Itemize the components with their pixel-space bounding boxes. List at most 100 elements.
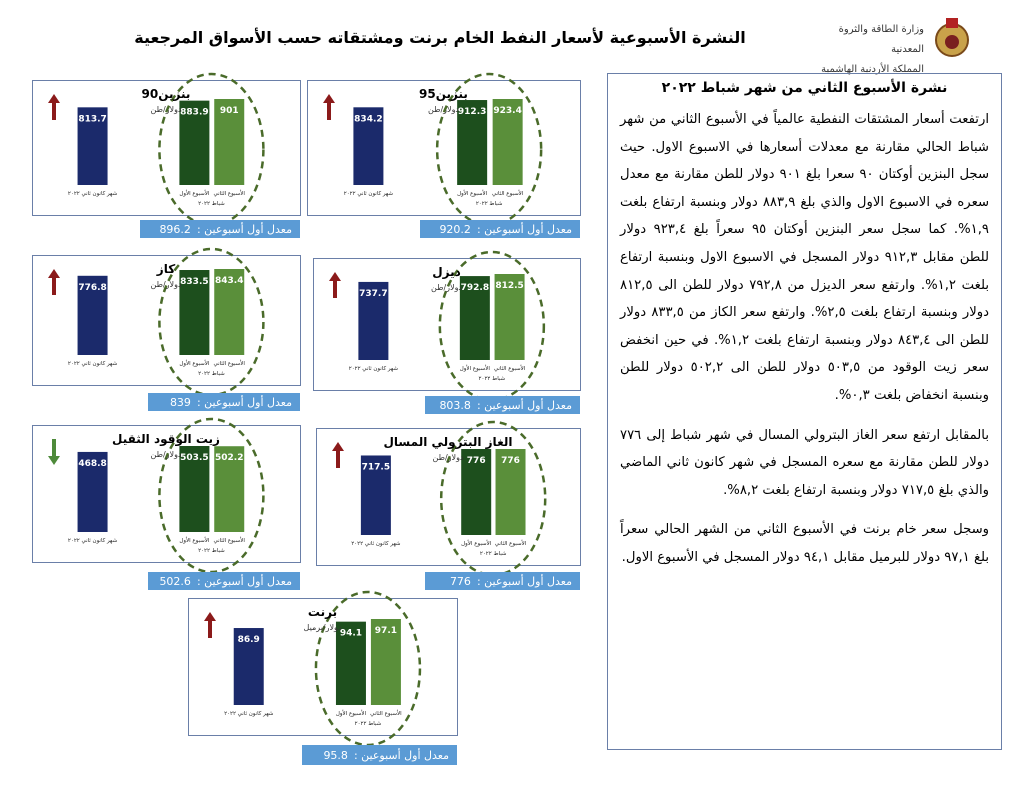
value-label: 94.1 — [340, 629, 362, 639]
average-label: معدل أول أسبوعين : — [196, 574, 292, 588]
category-label: الأسبوع الثاني — [494, 364, 526, 372]
bar — [459, 276, 490, 360]
value-label: 912.3 — [458, 107, 486, 117]
bar — [370, 619, 401, 705]
chart: 86.9 شهر كانون ثاني ٢٠٢٢ 94.1 الأسبوع الأول… — [188, 590, 458, 747]
average-label: معدل أول أسبوعين : — [476, 222, 572, 236]
unit-label: دولار/طن — [150, 450, 181, 459]
chart-frame — [307, 80, 581, 216]
charts: 813.7 شهر كانون ثاني ٢٠٢٢ 883.9 الأسبوع الأ… — [32, 72, 581, 747]
unit-label: دولار/طن — [150, 280, 181, 289]
average-label: معدل أول أسبوعين : — [196, 222, 292, 236]
value-label: 813.7 — [78, 114, 106, 124]
average-box: معدل أول أسبوعين : 920.2 — [420, 220, 580, 238]
category-label: الأسبوع الأول — [179, 359, 210, 367]
chart-title: برنت — [308, 605, 337, 619]
bar — [360, 455, 391, 535]
period-label: شباط ٢٠٢٢ — [480, 551, 507, 557]
average-box: معدل أول أسبوعين : 839 — [148, 393, 300, 411]
chart-frame — [316, 428, 581, 566]
average-box: معدل أول أسبوعين : 776 — [425, 572, 580, 590]
chart: 468.8 شهر كانون ثاني ٢٠٢٢ 503.5 الأسبوع الأ… — [32, 417, 301, 574]
category-label: الأسبوع الثاني — [214, 536, 246, 544]
logo-text: وزارة الطاقة والثروة المعدنية المملكة ال… — [812, 20, 924, 80]
category-label: شهر كانون ثاني ٢٠٢٢ — [224, 710, 274, 717]
chart-title: زيت الوقود الثقيل — [112, 432, 220, 447]
chart: 834.2 شهر كانون ثاني ٢٠٢٢ 912.3 الأسبوع الأ… — [307, 72, 581, 227]
kingdom: المملكة الأردنية الهاشمية — [821, 64, 924, 75]
category-label: الأسبوع الثاني — [370, 709, 402, 717]
ministry: وزارة الطاقة والثروة المعدنية — [838, 24, 924, 55]
period-label: شباط ٢٠٢٢ — [198, 371, 225, 377]
bar — [77, 451, 108, 532]
category-label: شهر كانون ثاني ٢٠٢٢ — [351, 540, 401, 547]
average-value: 95.8 — [323, 748, 348, 762]
value-label: 792.8 — [461, 283, 489, 293]
chart-frame — [313, 258, 581, 391]
average-box: معدل أول أسبوعين : 803.8 — [425, 396, 580, 414]
chart-frame — [32, 80, 301, 216]
value-label: 776 — [467, 456, 486, 466]
chart-title: ديزل — [432, 265, 461, 279]
bar — [214, 99, 245, 185]
average-value: 803.8 — [439, 398, 471, 412]
period-label: شباط ٢٠٢٢ — [479, 376, 506, 382]
trend-arrow-head — [48, 456, 60, 465]
bar — [457, 100, 488, 185]
chart-frame — [32, 425, 301, 563]
average-value: 502.6 — [159, 574, 191, 588]
category-label: شهر كانون ثاني ٢٠٢٢ — [68, 190, 118, 197]
category-label: شهر كانون ثاني ٢٠٢٢ — [344, 190, 394, 197]
period-label: شباط ٢٠٢٢ — [198, 201, 225, 207]
period-label: شباط ٢٠٢٢ — [476, 201, 503, 207]
value-label: 843.4 — [215, 276, 243, 286]
bar — [214, 446, 245, 532]
average-label: معدل أول أسبوعين : — [476, 574, 572, 588]
trend-arrow-head — [329, 272, 341, 281]
bar — [461, 449, 492, 535]
chart-title: الغاز البترولي المسال — [384, 435, 513, 450]
value-label: 776.8 — [78, 283, 106, 293]
emblem — [935, 18, 969, 57]
trend-arrow-head — [323, 94, 335, 103]
paragraph: وسجل سعر خام برنت في الأسبوع الثاني من ا… — [620, 522, 989, 565]
bar — [214, 269, 245, 355]
period-label: شباط ٢٠٢٢ — [198, 548, 225, 554]
bar — [495, 449, 526, 535]
chart-title: بنزين90 — [142, 87, 191, 101]
value-label: 502.2 — [215, 453, 243, 463]
average-box: معدل أول أسبوعين : 896.2 — [140, 220, 300, 238]
period-label: شباط ٢٠٢٢ — [355, 721, 382, 727]
unit-label: دولار/طن — [150, 105, 181, 114]
chart: 776.8 شهر كانون ثاني ٢٠٢٢ 833.5 الأسبوع الأ… — [32, 247, 301, 397]
average-label: معدل أول أسبوعين : — [353, 748, 449, 762]
bar — [179, 446, 210, 532]
category-label: شهر كانون ثاني ٢٠٢٢ — [68, 537, 118, 544]
value-label: 834.2 — [354, 114, 382, 124]
trend-arrow-head — [332, 442, 344, 451]
value-label: 883.9 — [180, 108, 208, 118]
average-label: معدل أول أسبوعين : — [476, 398, 572, 412]
chart-title: كاز — [156, 262, 175, 276]
bar — [77, 107, 108, 185]
chart-title: بنزين95 — [419, 87, 468, 101]
value-label: 776 — [501, 456, 520, 466]
category-label: شهر كانون ثاني ٢٠٢٢ — [349, 365, 399, 372]
bar — [179, 100, 210, 185]
bar — [358, 281, 389, 360]
average-value: 776 — [449, 574, 471, 588]
chart: 813.7 شهر كانون ثاني ٢٠٢٢ 883.9 الأسبوع الأ… — [32, 72, 301, 227]
average-box: معدل أول أسبوعين : 502.6 — [148, 572, 300, 590]
unit-label: دولار/برميل — [304, 623, 342, 632]
bulletin-title: نشرة الأسبوع الثاني من شهر شباط ٢٠٢٢ — [661, 80, 948, 96]
bar — [179, 270, 210, 355]
bar — [494, 274, 525, 360]
page-title: النشرة الأسبوعية لأسعار النفط الخام برنت… — [134, 28, 746, 47]
value-label: 923.4 — [493, 106, 521, 116]
category-label: الأسبوع الثاني — [214, 359, 246, 367]
bar — [77, 275, 108, 355]
unit-label: دولار/طن — [431, 283, 462, 292]
trend-arrow-head — [48, 94, 60, 103]
average-value: 896.2 — [159, 222, 191, 236]
